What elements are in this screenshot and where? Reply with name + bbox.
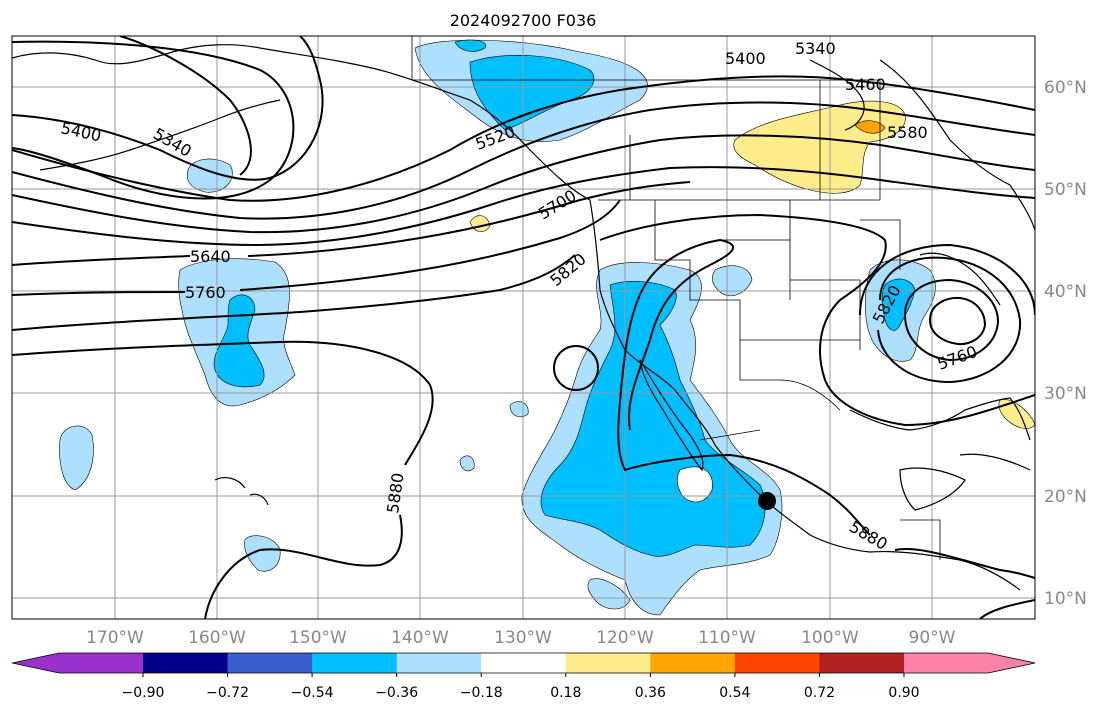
height-contours: [12, 36, 1035, 619]
colorbar-tick-label: −0.72: [206, 685, 249, 701]
coast-canada-east: [879, 59, 1035, 231]
contour-low-east-2: [903, 278, 1000, 362]
contour-label: 5460: [845, 75, 886, 94]
coast-cuba: [959, 453, 1031, 471]
anomaly-shading: [59, 39, 1035, 616]
contour-label: 5640: [190, 247, 231, 266]
shade-blue-sw-small-2: [459, 455, 475, 472]
contour-label: 5400: [725, 49, 766, 68]
contour-closed-low-offshore: [553, 345, 599, 391]
shade-cyan-northeast: [881, 278, 916, 331]
lat-label: 20°N: [1044, 487, 1087, 507]
lon-label: 120°W: [596, 628, 654, 648]
lon-label: 160°W: [188, 628, 246, 648]
colorbar-tick-label: 0.72: [804, 685, 835, 701]
lon-label: 150°W: [289, 628, 347, 648]
contour-5880: [12, 340, 434, 619]
contour-north-4: [12, 166, 1035, 247]
latitude-labels: 60°N 50°N 40°N 30°N 20°N 10°N: [1044, 78, 1087, 609]
graticule: [12, 36, 1035, 619]
colorbar-tick-label: 0.54: [719, 685, 750, 701]
coast-hudson: [809, 59, 865, 131]
longitude-labels: 170°W 160°W 150°W 140°W 130°W 120°W 110°…: [86, 628, 956, 648]
colorbar-tick-label: −0.54: [291, 685, 334, 701]
contour-north-1: [12, 75, 1035, 202]
colorbar-tick-label: −0.18: [460, 685, 503, 701]
colorbar-tick-label: 0.36: [635, 685, 666, 701]
lon-label: 170°W: [86, 628, 144, 648]
map-frame: [11, 35, 1036, 620]
colorbar-segment: [396, 653, 482, 673]
colorbar-segment: [312, 653, 398, 673]
coast-aleutians: [39, 99, 281, 171]
storm-center-dot: [758, 492, 776, 510]
contour-north-2: [12, 101, 1035, 220]
colorbar-segment: [227, 653, 313, 673]
colorbar-segment: [734, 653, 820, 673]
lon-label: 140°W: [391, 628, 449, 648]
colorbar-segment: [143, 653, 229, 673]
shade-cyan-central-pacific: [213, 294, 265, 388]
lat-label: 40°N: [1044, 282, 1087, 302]
colorbar-tick-label: 0.18: [550, 685, 581, 701]
colorbar-segment: [819, 653, 905, 673]
contour-low-east-1: [877, 256, 1022, 384]
contour-5640: [12, 181, 691, 266]
colorbar-tick-label: −0.36: [375, 685, 418, 701]
contour-5760: [12, 199, 621, 296]
colorbar-segment: [481, 653, 567, 673]
lon-label: 110°W: [698, 628, 756, 648]
contour-label: 5760: [185, 283, 226, 302]
contour-5820: [12, 213, 1035, 427]
shade-blue-sw-small-3: [509, 401, 529, 417]
coast-hawaii: [214, 477, 269, 506]
lon-label: 90°W: [909, 628, 956, 648]
contour-low-east-4: [859, 243, 1035, 316]
colorbar: −0.90 −0.72 −0.54 −0.36 −0.18 0.18 0.36 0.54 0.7…: [11, 652, 1036, 701]
contour-label: 5580: [887, 123, 928, 142]
shade-orange-canada: [854, 120, 886, 134]
lon-label: 130°W: [494, 628, 552, 648]
colorbar-segment: [565, 653, 651, 673]
map-panel: 5400 5340 5400 5460 5340 5580 5640 5760 …: [12, 36, 1035, 619]
lat-label: 50°N: [1044, 180, 1087, 200]
shade-white-gap: [676, 466, 713, 503]
contour-low-east-3: [928, 296, 987, 346]
coast-alaska: [12, 44, 591, 201]
contour-label: 5340: [795, 39, 836, 58]
shade-blue-west-1: [59, 425, 94, 491]
coast-great-lakes: [919, 252, 1001, 306]
contour-5400-west: [12, 36, 324, 181]
contour-5880-mexico: [617, 238, 1035, 579]
lat-label: 10°N: [1044, 589, 1087, 609]
colorbar-extension-high: [904, 653, 1035, 673]
shade-blue-rockies: [711, 265, 753, 296]
coast-west-us: [589, 199, 1021, 591]
colorbar-tick-label: −0.90: [122, 685, 165, 701]
colorbar-segment: [650, 653, 736, 673]
contour-north-3: [12, 134, 1035, 234]
lat-label: 30°N: [1044, 384, 1087, 404]
lon-label: 100°W: [801, 628, 859, 648]
colorbar-extension-low: [12, 653, 143, 673]
coast-gulf: [849, 397, 1031, 441]
shade-cyan-alaska-2: [454, 39, 487, 52]
coast-baja: [639, 359, 704, 472]
contour-5340-curl: [119, 36, 252, 176]
map-title: 2024092700 F036: [450, 11, 597, 30]
lat-label: 60°N: [1044, 78, 1087, 98]
colorbar-tick-label: 0.90: [888, 685, 919, 701]
coast-yucatan: [899, 467, 966, 511]
shade-blue-sw-small-1: [587, 578, 631, 610]
colorbar-outline: [11, 652, 1036, 674]
coastlines: [12, 44, 1035, 591]
contour-5880-lower: [979, 599, 1035, 619]
